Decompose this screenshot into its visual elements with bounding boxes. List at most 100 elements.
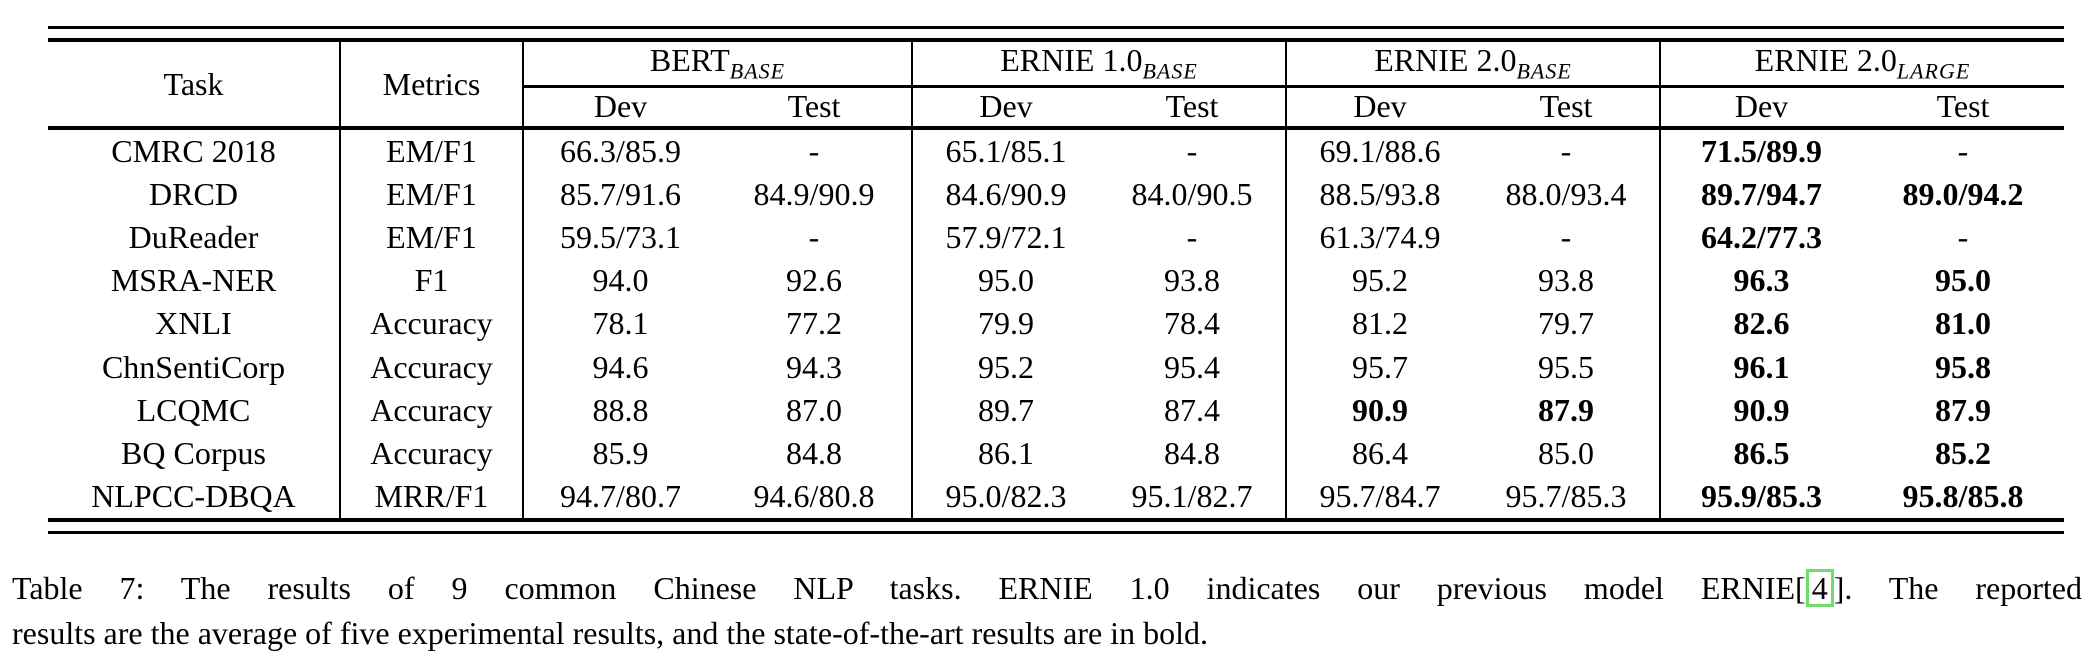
value-cell: 61.3/74.9 xyxy=(1285,216,1473,260)
value-cell: 95.0 xyxy=(1935,262,1991,299)
value-cell: 85.9 xyxy=(522,431,717,475)
column-header-dev: Dev xyxy=(1285,86,1473,130)
value-cell: 84.8 xyxy=(786,434,842,471)
value-cell: 82.6 xyxy=(1659,302,1862,346)
task-cell: XNLI xyxy=(155,305,232,342)
task-cell: DRCD xyxy=(149,176,238,213)
value-cell: 89.0/94.2 xyxy=(1902,176,2024,213)
column-header-test: Test xyxy=(1862,86,2064,130)
value-cell: - xyxy=(1560,219,1572,256)
column-header-test: Test xyxy=(1099,86,1286,130)
value-cell: - xyxy=(1957,133,1969,170)
value-cell: 84.8 xyxy=(1164,434,1220,471)
value-cell: 81.0 xyxy=(1935,305,1991,342)
value-cell: 90.9 xyxy=(1659,388,1862,432)
caption-line-1: Table 7: The results of 9 common Chinese… xyxy=(12,566,2082,611)
value-cell: 89.7/94.7 xyxy=(1659,173,1862,217)
caption-text-after-citation: ]. The reported xyxy=(1833,570,2083,606)
value-cell: 94.3 xyxy=(786,348,842,385)
table-header: Task Metrics BERTBASE ERNIE 1.0BASE ERNI… xyxy=(48,42,2064,130)
table-row: DRCD EM/F1 85.7/91.6 84.9/90.9 84.6/90.9 84.0… xyxy=(48,173,2064,217)
value-cell: 86.4 xyxy=(1285,431,1473,475)
column-header-task: Task xyxy=(48,42,340,130)
value-cell: 94.6/80.8 xyxy=(717,474,912,523)
table-row: DuReader EM/F1 59.5/73.1 - 57.9/72.1 - 61.3/74… xyxy=(48,216,2064,260)
value-cell: 94.6 xyxy=(522,345,717,389)
value-cell: 96.1 xyxy=(1659,345,1862,389)
value-cell: 95.0 xyxy=(911,259,1099,303)
caption-line-2: results are the average of five experime… xyxy=(12,615,1208,651)
value-cell: 66.3/85.9 xyxy=(522,128,717,174)
metric-cell: F1 xyxy=(339,259,523,303)
task-cell: ChnSentiCorp xyxy=(101,348,286,385)
model-name: ERNIE 2.0 xyxy=(1754,42,1897,79)
value-cell: 57.9/72.1 xyxy=(911,216,1099,260)
value-cell: 95.8 xyxy=(1935,348,1991,385)
value-cell: 84.9/90.9 xyxy=(753,176,875,213)
value-cell: 85.2 xyxy=(1935,434,1991,471)
model-size-subscript: BASE xyxy=(729,58,786,84)
model-name: BERT xyxy=(649,42,730,79)
value-cell: - xyxy=(1957,219,1969,256)
metric-cell: MRR/F1 xyxy=(339,474,523,523)
metric-cell: Accuracy xyxy=(339,345,523,389)
value-cell: 95.7/85.3 xyxy=(1473,474,1660,523)
value-cell: 92.6 xyxy=(786,262,842,299)
column-group-ernie-2-0-large: ERNIE 2.0LARGE xyxy=(1659,42,2064,88)
value-cell: 87.0 xyxy=(786,391,842,428)
value-cell: 93.8 xyxy=(1538,262,1594,299)
table-top-rule-inner xyxy=(48,38,2064,42)
devtest-header-row: Dev Test Dev Test Dev Test Dev Test xyxy=(48,86,2064,130)
column-header-test: Test xyxy=(717,86,912,130)
metric-cell: EM/F1 xyxy=(339,173,523,217)
value-cell: 95.8/85.8 xyxy=(1862,474,2064,523)
value-cell: 95.9/85.3 xyxy=(1659,474,1862,523)
value-cell: 85.7/91.6 xyxy=(522,173,717,217)
table-row: MSRA-NER F1 94.0 92.6 95.0 93.8 95.2 93.8 96.3 95… xyxy=(48,259,2064,303)
column-group-bert-base: BERTBASE xyxy=(522,42,912,88)
value-cell: 59.5/73.1 xyxy=(522,216,717,260)
value-cell: 95.5 xyxy=(1538,348,1594,385)
metric-cell: Accuracy xyxy=(339,388,523,432)
task-cell: NLPCC-DBQA xyxy=(48,474,340,523)
metric-cell: EM/F1 xyxy=(339,216,523,260)
task-cell: BQ Corpus xyxy=(121,434,266,471)
value-cell: 87.9 xyxy=(1538,391,1594,428)
value-cell: 78.4 xyxy=(1164,305,1220,342)
model-size-subscript: BASE xyxy=(1516,58,1572,84)
value-cell: 79.9 xyxy=(911,302,1099,346)
value-cell: - xyxy=(808,133,820,170)
column-header-test: Test xyxy=(1473,86,1660,130)
value-cell: - xyxy=(1560,133,1572,170)
model-name: ERNIE 1.0 xyxy=(1000,42,1143,79)
value-cell: 78.1 xyxy=(522,302,717,346)
value-cell: 87.9 xyxy=(1935,391,1991,428)
metric-cell: Accuracy xyxy=(339,302,523,346)
value-cell: 88.5/93.8 xyxy=(1285,173,1473,217)
model-size-subscript: BASE xyxy=(1142,58,1198,84)
value-cell: 95.4 xyxy=(1164,348,1220,385)
value-cell: 93.8 xyxy=(1164,262,1220,299)
caption-text-before-citation: Table 7: The results of 9 common Chinese… xyxy=(12,570,1806,606)
table-row: NLPCC-DBQA MRR/F1 94.7/80.7 94.6/80.8 95.0/8… xyxy=(48,474,2064,523)
value-cell: - xyxy=(808,219,820,256)
table-body: CMRC 2018 EM/F1 66.3/85.9-65.1/85.1-69.1/8… xyxy=(48,128,2064,523)
column-header-metrics: Metrics xyxy=(339,42,523,130)
table-row: XNLI Accuracy 78.1 77.2 79.9 78.4 81.2 79.7 82.6… xyxy=(48,302,2064,346)
column-header-dev: Dev xyxy=(911,86,1099,130)
table-row: BQ Corpus Accuracy 85.9 84.8 86.1 84.8 86.4 85.… xyxy=(48,431,2064,475)
model-header-row: Task Metrics BERTBASE ERNIE 1.0BASE ERNI… xyxy=(48,42,2064,130)
citation-link[interactable]: 4 xyxy=(1805,569,1834,607)
results-table: Task Metrics BERTBASE ERNIE 1.0BASE ERNI… xyxy=(48,42,2064,523)
task-cell: DuReader xyxy=(128,219,259,256)
table-row: ChnSentiCorp Accuracy 94.6 94.3 95.2 95.4 95.7… xyxy=(48,345,2064,389)
value-cell: 87.4 xyxy=(1164,391,1220,428)
value-cell: 90.9 xyxy=(1285,388,1473,432)
value-cell: 81.2 xyxy=(1285,302,1473,346)
metric-cell: Accuracy xyxy=(339,431,523,475)
value-cell: 84.0/90.5 xyxy=(1131,176,1253,213)
value-cell: - xyxy=(1186,133,1198,170)
value-cell: 71.5/89.9 xyxy=(1659,128,1862,174)
value-cell: 84.6/90.9 xyxy=(911,173,1099,217)
